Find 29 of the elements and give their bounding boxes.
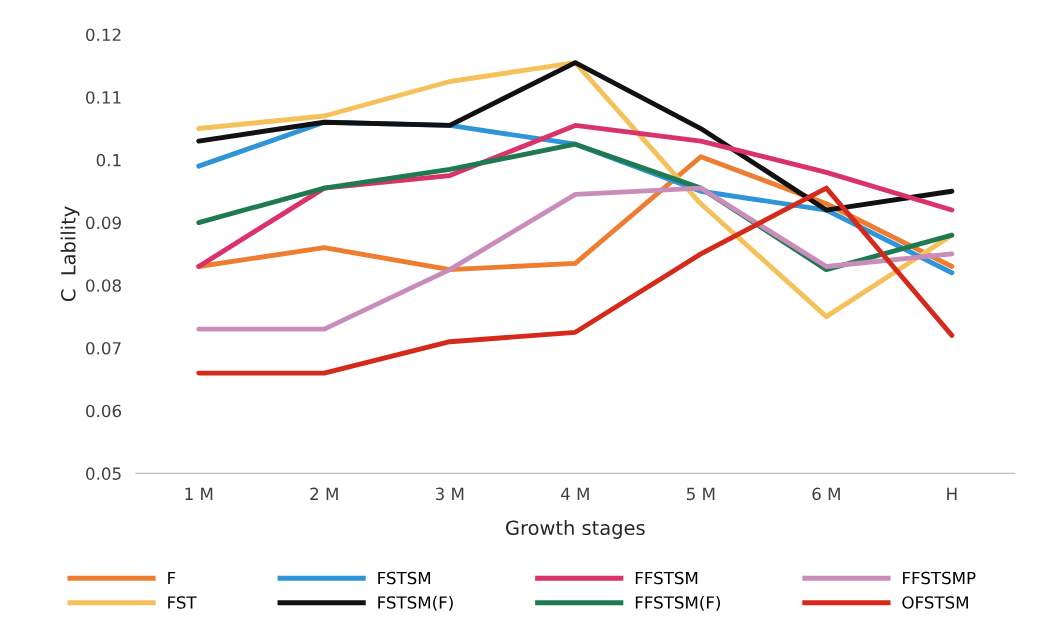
x-tick-label: 6 M <box>812 487 840 501</box>
line-series <box>196 185 955 376</box>
legend-label: FSTSM(F) <box>378 595 453 611</box>
legend-label: F <box>168 571 176 585</box>
y-tick-label: 0.07 <box>86 341 121 355</box>
x-tick-label: H <box>947 487 957 500</box>
y-tick-label: 0.11 <box>86 91 121 104</box>
y-tick-label: 0.08 <box>86 279 121 292</box>
legend-label: FST <box>168 596 197 609</box>
x-axis-title: Growth stages <box>506 520 645 539</box>
y-tick-label: 0.05 <box>86 467 121 480</box>
y-axis-title: C Lability <box>60 206 80 302</box>
legend-label: FFSTSM(F) <box>635 595 720 611</box>
x-tick-label: 4 M <box>560 487 589 500</box>
x-tick-label: 3 M <box>435 487 464 501</box>
y-tick-label: 0.09 <box>86 216 121 230</box>
y-tick-label: 0.12 <box>86 28 121 42</box>
legend-label: FFSTSMP <box>903 571 976 585</box>
x-tick-label: 5 M <box>686 487 715 501</box>
y-tick-label: 0.06 <box>86 404 122 418</box>
line-series <box>196 60 955 213</box>
x-tick-label: 1 M <box>185 487 213 500</box>
legend-label: FFSTSM <box>635 571 698 585</box>
line-series <box>196 185 955 332</box>
line-series <box>196 60 955 320</box>
y-tick-label: 0.1 <box>96 153 121 167</box>
x-tick-label: 2 M <box>310 487 338 500</box>
legend-label: FSTSM <box>378 571 431 585</box>
legend-label: OFSTSM <box>902 596 968 609</box>
